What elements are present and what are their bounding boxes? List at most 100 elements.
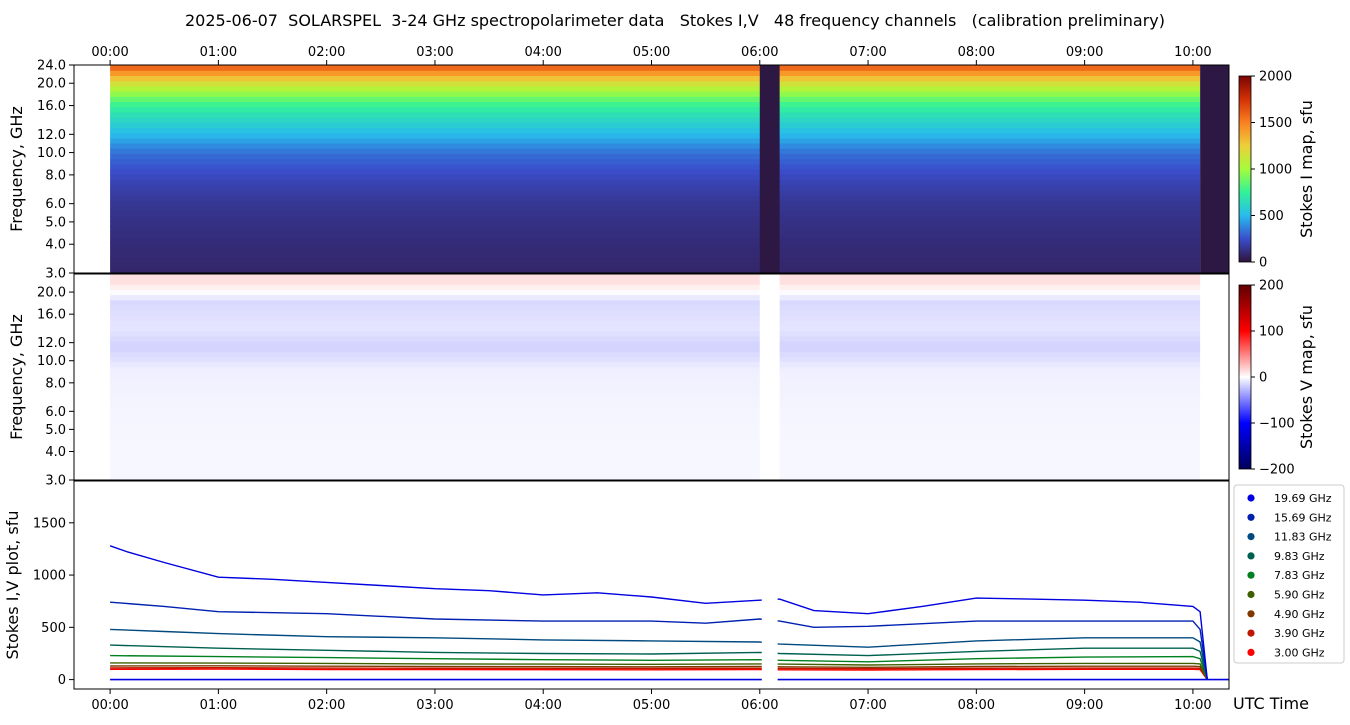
stokes-v-ytick-tick-label: 16.0 xyxy=(37,308,66,323)
stokes-i-cell xyxy=(110,267,1201,274)
stokes-i-cell xyxy=(110,122,1201,128)
stokes-iv-yticks: 0 500 1000 1500 xyxy=(33,516,74,688)
stokes-v-cell xyxy=(110,289,1201,296)
stokes-iv-xtick-label: 09:00 xyxy=(1066,698,1103,713)
legend-label: 4.90 GHz xyxy=(1274,608,1325,621)
legend-marker xyxy=(1247,648,1255,657)
stokes-v-cell xyxy=(110,407,1201,414)
stokes-v-gap-band xyxy=(759,274,780,480)
stokes-v-cell xyxy=(110,351,1201,357)
stokes-i-cell xyxy=(110,231,1201,238)
stokes-v-yticks: 3.0 4.0 5.0 6.0 8.0 10.0 12.0 16.0 20.0 xyxy=(37,286,74,489)
stokes-v-colorbar xyxy=(1238,284,1252,470)
stokes-iv-ytick-label: 500 xyxy=(41,621,66,636)
series-line xyxy=(109,545,1208,680)
stokes-i-cell xyxy=(110,169,1201,175)
legend-marker xyxy=(1247,513,1255,521)
stokes-i-cell xyxy=(110,85,1201,92)
legend-label: 5.90 GHz xyxy=(1274,589,1325,602)
stokes-i-cell xyxy=(110,163,1201,170)
stokes-v-cell xyxy=(110,315,1201,321)
stokes-v-ytick-tick-label: 20.0 xyxy=(37,286,66,301)
stokes-i-cell xyxy=(110,65,1201,71)
stokes-v-colorbar-tick-label: 200 xyxy=(1259,279,1284,294)
stokes-i-cell xyxy=(110,247,1201,253)
stokes-i-cell xyxy=(110,158,1201,165)
stokes-i-cell xyxy=(110,70,1201,76)
stokes-iv-xtick-label: 04:00 xyxy=(524,698,561,713)
legend-label: 11.83 GHz xyxy=(1274,531,1332,544)
stokes-v-cell xyxy=(110,423,1201,430)
stokes-iv-xtick-label: 01:00 xyxy=(200,698,237,713)
stokes-iv-xtick-label: 10:00 xyxy=(1174,698,1211,713)
legend-marker xyxy=(1247,533,1255,541)
stokes-i-colorbar-tick-label: 1000 xyxy=(1259,163,1292,178)
stokes-v-cell xyxy=(110,392,1201,399)
stokes-iv-xtick-label: 05:00 xyxy=(633,698,670,713)
stokes-v-cell xyxy=(110,454,1201,460)
stokes-v-cell xyxy=(110,413,1201,419)
stokes-v-cell xyxy=(110,459,1201,466)
stokes-v-colorbar-label: Stokes V map, sfu xyxy=(1297,305,1316,449)
series-line xyxy=(110,628,1208,680)
stokes-v-cell xyxy=(110,428,1201,435)
stokes-i-ytick-tick-label: 20.0 xyxy=(37,77,66,92)
stokes-v-cell xyxy=(110,433,1201,440)
stokes-i-cell xyxy=(110,96,1201,102)
stokes-v-colorbar-ticks: −200 −100 0 100 200 xyxy=(1251,279,1295,478)
legend-marker xyxy=(1247,590,1255,599)
legend-marker xyxy=(1247,610,1255,618)
stokes-iv-ytick-label: 1500 xyxy=(33,516,66,531)
stokes-v-bands xyxy=(110,274,1201,481)
legend-frame xyxy=(1233,484,1345,664)
top-time-tick-label: 03:00 xyxy=(416,45,453,60)
legend-label: 19.69 GHz xyxy=(1274,492,1332,505)
stokes-iv-ytick-label: 1000 xyxy=(33,569,66,584)
legend-label: 9.83 GHz xyxy=(1274,550,1325,563)
stokes-iv-series-lines xyxy=(109,545,1229,681)
stokes-i-cell xyxy=(110,137,1201,144)
stokes-v-ylabel: Frequency, GHz xyxy=(7,314,26,440)
stokes-iv-xtick-label: 07:00 xyxy=(849,698,886,713)
stokes-v-cell xyxy=(110,382,1201,388)
stokes-i-cell xyxy=(110,205,1201,212)
stokes-i-ytick-tick-label: 6.0 xyxy=(45,197,66,212)
stokes-i-cell xyxy=(110,101,1201,108)
top-time-tick-label: 08:00 xyxy=(958,45,995,60)
stokes-v-cell xyxy=(110,361,1201,368)
stokes-i-top-time-ticks: 00:00 01:00 02:00 03:00 04:00 05:00 06:00 07:00… xyxy=(91,45,1212,65)
stokes-i-cell xyxy=(110,80,1201,87)
stokes-i-ytick-tick-label: 5.0 xyxy=(45,215,66,230)
stokes-i-cell xyxy=(110,226,1201,232)
stokes-i-cell xyxy=(110,153,1201,160)
stokes-v-cell xyxy=(110,366,1201,373)
stokes-i-cell xyxy=(110,236,1201,243)
stokes-iv-xtick-label: 00:00 xyxy=(91,698,128,713)
stokes-v-cell xyxy=(110,418,1201,424)
stokes-i-cell xyxy=(110,189,1201,196)
legend-marker xyxy=(1247,629,1255,637)
stokes-v-cell xyxy=(110,371,1201,378)
stokes-v-cell xyxy=(110,387,1201,394)
stokes-i-cell xyxy=(110,75,1201,82)
stokes-v-axes-frame xyxy=(73,273,1230,481)
stokes-i-ylabel: Frequency, GHz xyxy=(7,106,26,232)
legend-marker xyxy=(1247,494,1255,502)
stokes-i-cell xyxy=(110,174,1201,180)
stokes-iv-xtick-label: 03:00 xyxy=(416,698,453,713)
stokes-v-colorbar-tick-label: −200 xyxy=(1259,463,1295,478)
stokes-i-colorbar-tick-label: 0 xyxy=(1259,256,1267,271)
top-time-tick-label: 05:00 xyxy=(633,45,670,60)
stokes-v-cell xyxy=(110,279,1201,285)
stokes-i-cell xyxy=(110,195,1201,201)
stokes-iv-ytick-label: 0 xyxy=(58,673,66,688)
stokes-v-cell xyxy=(110,330,1201,337)
stokes-i-cell xyxy=(110,215,1201,222)
stokes-v-cell xyxy=(110,438,1201,445)
stokes-v-ytick-tick-label: 4.0 xyxy=(45,445,66,460)
top-time-tick-label: 02:00 xyxy=(308,45,345,60)
stokes-v-cell xyxy=(110,474,1201,481)
top-time-tick-label: 04:00 xyxy=(524,45,561,60)
stokes-v-cell xyxy=(110,346,1201,352)
stokes-i-ytick-tick-label: 8.0 xyxy=(45,168,66,183)
